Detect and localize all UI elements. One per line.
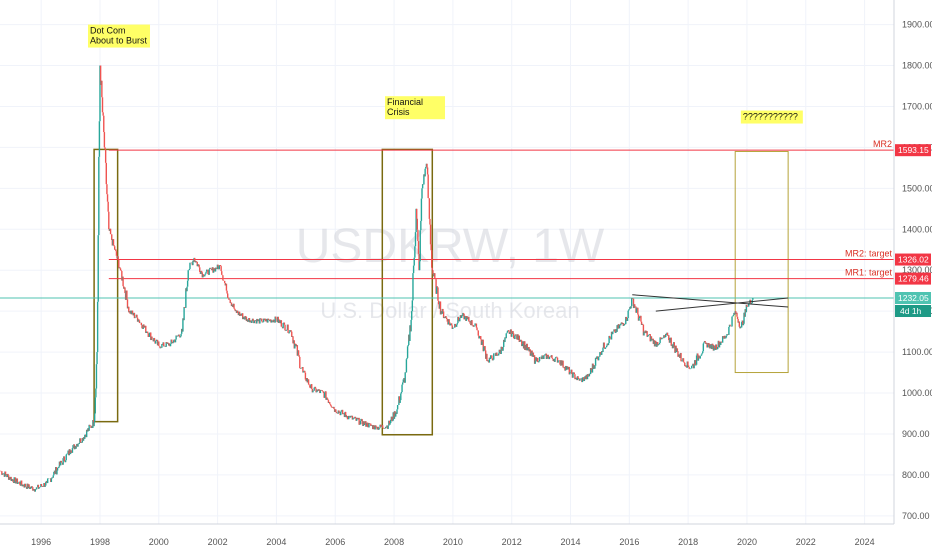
level-price-badge bbox=[895, 144, 931, 157]
y-tick-label: 1900.00 bbox=[902, 20, 932, 30]
x-tick-label: 2008 bbox=[384, 537, 404, 547]
annotation-text: Crisis bbox=[387, 107, 410, 117]
level-price-text: 1593.15 bbox=[898, 145, 929, 155]
current-price-text: 1232.05 bbox=[898, 293, 929, 303]
watermark-instrument-name: U.S. Dollar / South Korean bbox=[320, 298, 579, 323]
x-tick-label: 2022 bbox=[796, 537, 816, 547]
level-label: MR2: target bbox=[845, 249, 893, 259]
x-tick-label: 2014 bbox=[560, 537, 580, 547]
x-tick-label: 2004 bbox=[266, 537, 286, 547]
y-tick-label: 800.00 bbox=[902, 470, 930, 480]
price-badges-layer: 1593.15 1326.02 1279.46 1232.05 4d 1h bbox=[895, 144, 931, 318]
annotation-box bbox=[385, 96, 446, 120]
countdown-text: 4d 1h bbox=[900, 306, 922, 316]
trendlines-layer bbox=[632, 294, 789, 312]
level-label: MR1: target bbox=[845, 268, 893, 278]
y-tick-label: 1400.00 bbox=[902, 224, 932, 234]
highlight-box bbox=[93, 148, 119, 423]
y-tick-label: 1000.00 bbox=[902, 388, 932, 398]
x-tick-label: 2012 bbox=[502, 537, 522, 547]
countdown-badge bbox=[895, 305, 931, 318]
x-tick-label: 2006 bbox=[325, 537, 345, 547]
box-layer bbox=[93, 148, 789, 436]
trendline bbox=[655, 297, 789, 312]
trendline bbox=[632, 294, 789, 308]
x-tick-label: 2020 bbox=[737, 537, 757, 547]
watermark-layer: USDKRW, 1W U.S. Dollar / South Korean bbox=[296, 220, 605, 323]
y-tick-label: 1700.00 bbox=[902, 101, 932, 111]
y-tick-label: 900.00 bbox=[902, 429, 930, 439]
y-tick-label: 1500.00 bbox=[902, 183, 932, 193]
x-tick-label: 2016 bbox=[619, 537, 639, 547]
x-tick-label: 1998 bbox=[90, 537, 110, 547]
annotation-text: Financial bbox=[387, 97, 423, 107]
x-tick-label: 2018 bbox=[678, 537, 698, 547]
level-price-text: 1279.46 bbox=[898, 274, 929, 284]
annotation-text: Dot Com bbox=[90, 26, 126, 36]
x-tick-label: 2000 bbox=[149, 537, 169, 547]
y-tick-label: 1300.00 bbox=[902, 265, 932, 275]
x-tick-label: 1996 bbox=[31, 537, 51, 547]
level-price-badge bbox=[895, 272, 931, 285]
levels-layer: MR2 MR2: target MR1: target bbox=[0, 139, 894, 299]
price-series-layer bbox=[0, 65, 754, 492]
level-price-text: 1326.02 bbox=[898, 255, 929, 265]
y-tick-label: 1800.00 bbox=[902, 61, 932, 71]
level-label: MR2 bbox=[873, 139, 892, 149]
x-tick-label: 2002 bbox=[208, 537, 228, 547]
highlight-box bbox=[734, 150, 789, 374]
highlight-box bbox=[381, 148, 434, 436]
level-price-badge bbox=[895, 253, 931, 266]
x-tick-label: 2010 bbox=[443, 537, 463, 547]
y-tick-label: 1100.00 bbox=[902, 347, 932, 357]
watermark-symbol: USDKRW, 1W bbox=[296, 220, 605, 273]
annotation-text: ??????????? bbox=[743, 112, 798, 122]
annotation-box bbox=[87, 24, 150, 48]
annotation-box bbox=[740, 110, 803, 124]
y-tick-label: 700.00 bbox=[902, 511, 930, 521]
annotation-text: About to Burst bbox=[90, 36, 148, 46]
current-price-badge bbox=[895, 292, 931, 305]
x-tick-label: 2024 bbox=[855, 537, 875, 547]
grid-layer bbox=[0, 0, 894, 524]
